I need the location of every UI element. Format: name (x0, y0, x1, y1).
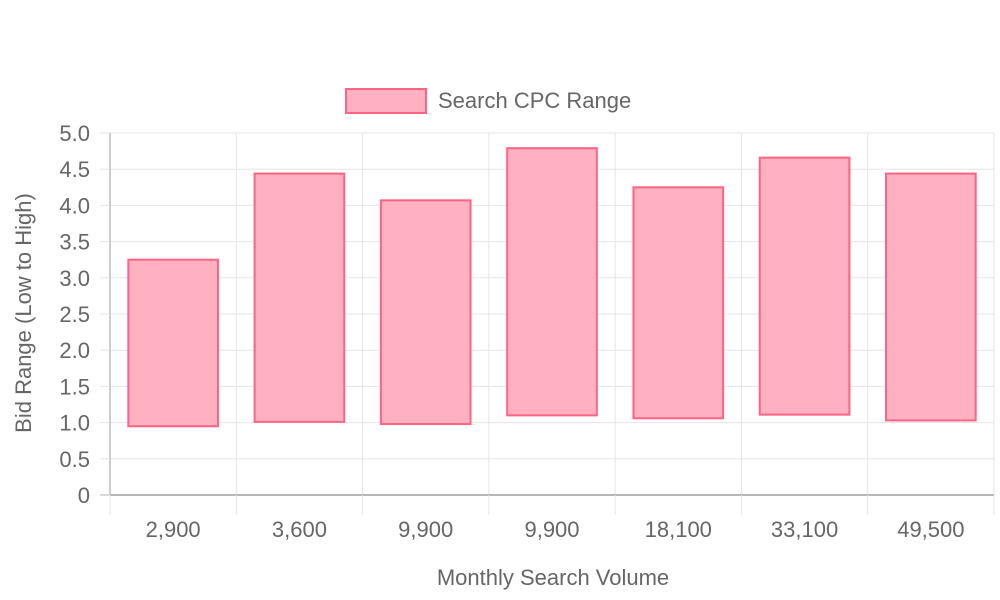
x-tick-label: 2,900 (146, 517, 201, 542)
y-tick-label: 4.5 (59, 157, 90, 182)
y-tick-label: 3.5 (59, 230, 90, 255)
bars (127, 147, 977, 428)
bar[interactable] (885, 172, 977, 422)
x-axis-ticks: 2,900 3,600 9,900 9,900 18,100 33,100 49,500 (109, 495, 995, 542)
x-tick-label: 9,900 (398, 517, 453, 542)
y-tick-label: 0.5 (59, 447, 90, 472)
y-tick-label: 2.5 (59, 302, 90, 327)
bar[interactable] (758, 156, 851, 416)
bar[interactable] (632, 186, 725, 420)
y-tick-label: 1.0 (59, 411, 90, 436)
x-tick-label: 33,100 (771, 517, 838, 542)
legend-label[interactable]: Search CPC Range (438, 88, 631, 113)
bar[interactable] (506, 147, 598, 417)
y-axis-title: Bid Range (Low to High) (11, 193, 36, 433)
x-axis-title: Monthly Search Volume (437, 565, 669, 590)
bar[interactable] (379, 199, 472, 426)
y-tick-label: 5.0 (59, 121, 90, 146)
legend[interactable]: Search CPC Range (345, 88, 631, 114)
y-tick-label: 2.0 (59, 338, 90, 363)
y-tick-label: 0 (78, 483, 90, 508)
y-axis-ticks: 0 0.5 1.0 1.5 2.0 2.5 3.0 3.5 4.0 4.5 5.0 (59, 121, 110, 508)
y-tick-label: 1.5 (59, 374, 90, 399)
x-tick-label: 18,100 (645, 517, 712, 542)
bar[interactable] (127, 258, 219, 428)
x-tick-label: 49,500 (897, 517, 964, 542)
bar[interactable] (253, 172, 346, 423)
axes (100, 133, 994, 515)
legend-swatch[interactable] (345, 88, 427, 114)
x-tick-label: 9,900 (524, 517, 579, 542)
y-tick-label: 3.0 (59, 266, 90, 291)
y-tick-label: 4.0 (59, 193, 90, 218)
x-tick-label: 3,600 (272, 517, 327, 542)
